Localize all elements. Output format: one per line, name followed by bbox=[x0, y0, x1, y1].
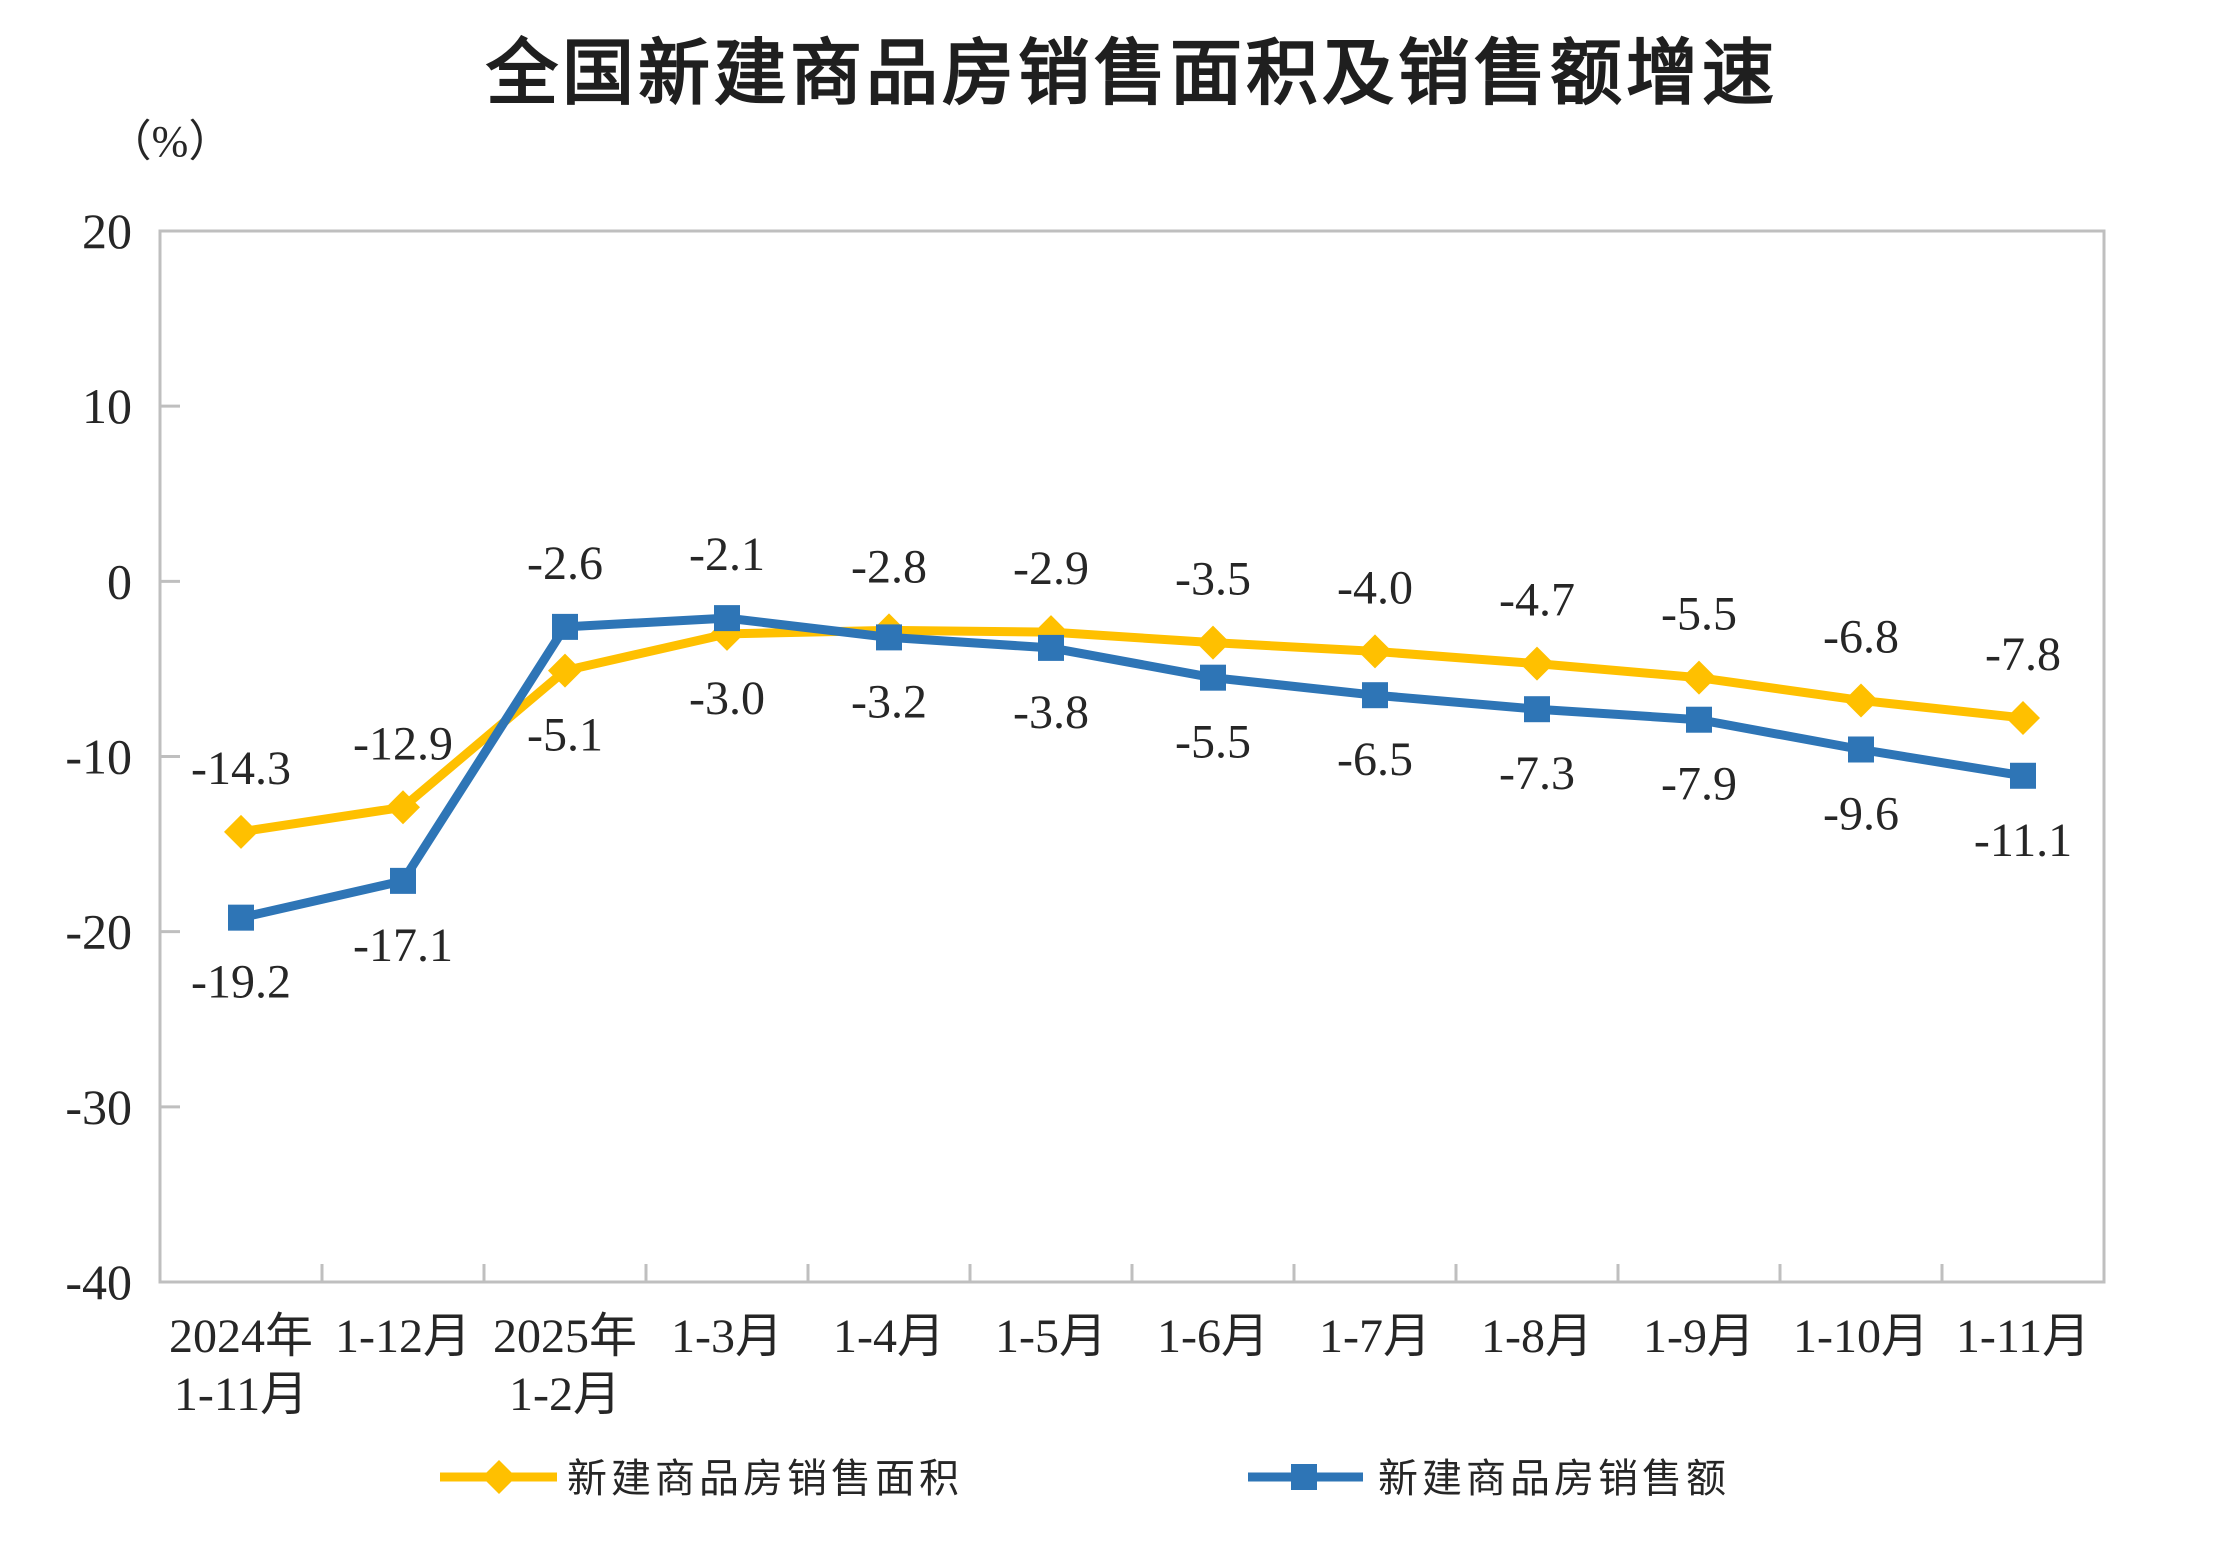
data-point-marker-square bbox=[552, 613, 578, 640]
data-point-label: -4.0 bbox=[1337, 561, 1413, 614]
legend-marker-diamond-icon bbox=[482, 1460, 516, 1494]
data-point-marker-square bbox=[876, 624, 902, 651]
data-point-marker-diamond bbox=[1358, 634, 1392, 669]
y-axis-tick-label: 20 bbox=[82, 203, 132, 259]
x-axis-category-label: 1-6月 bbox=[1157, 1310, 1269, 1363]
x-axis-category-label: 1-11月 bbox=[1956, 1310, 2090, 1363]
data-point-marker-square bbox=[1686, 706, 1712, 733]
x-axis-category-label: 1-9月 bbox=[1643, 1310, 1755, 1363]
series-line-sales-area bbox=[236, 625, 2028, 837]
x-axis-category-label: 2024年 1-11月 bbox=[169, 1310, 313, 1421]
legend-label-sales-amount: 新建商品房销售额 bbox=[1378, 1456, 1730, 1501]
legend: 新建商品房销售面积 新建商品房销售额 bbox=[440, 1456, 1730, 1501]
data-point-label: -3.0 bbox=[689, 672, 765, 725]
x-axis-category-label: 2025年 1-2月 bbox=[493, 1310, 637, 1421]
legend-item-sales-area: 新建商品房销售面积 bbox=[440, 1456, 963, 1501]
data-point-marker-diamond bbox=[2006, 700, 2040, 735]
data-point-label: -6.5 bbox=[1337, 733, 1413, 786]
data-point-label: -3.2 bbox=[851, 675, 927, 728]
x-axis-category-label: 1-8月 bbox=[1481, 1310, 1593, 1363]
data-point-label: -7.8 bbox=[1985, 628, 2061, 681]
data-point-label: -9.6 bbox=[1823, 787, 1899, 840]
data-point-marker-square bbox=[1038, 634, 1064, 661]
data-point-label: -2.6 bbox=[527, 537, 603, 590]
data-point-marker-diamond bbox=[1844, 683, 1878, 718]
data-point-marker-square bbox=[1524, 696, 1550, 723]
legend-label-sales-area: 新建商品房销售面积 bbox=[567, 1456, 963, 1501]
data-point-label: -5.1 bbox=[527, 709, 603, 762]
data-point-label: -3.8 bbox=[1013, 686, 1089, 739]
data-point-marker-square bbox=[1362, 682, 1388, 709]
data-point-label: -7.9 bbox=[1661, 758, 1737, 811]
data-point-label: -11.1 bbox=[1974, 814, 2072, 867]
data-point-label: -2.1 bbox=[689, 528, 765, 581]
y-axis-tick-label: -20 bbox=[65, 904, 132, 960]
data-point-marker-square bbox=[1200, 664, 1226, 691]
data-point-label: -7.3 bbox=[1499, 747, 1575, 800]
data-point-label: -5.5 bbox=[1175, 716, 1251, 769]
x-axis-category-label: 1-7月 bbox=[1319, 1310, 1431, 1363]
y-axis-unit-label: （%） bbox=[108, 117, 233, 166]
data-point-label: -3.5 bbox=[1175, 553, 1251, 606]
data-point-label: -2.9 bbox=[1013, 542, 1089, 595]
data-point-marker-diamond bbox=[224, 814, 258, 849]
y-axis-tick-label: -40 bbox=[65, 1254, 132, 1310]
data-point-label: -14.3 bbox=[191, 742, 291, 795]
x-axis-category-label: 1-12月 bbox=[335, 1310, 471, 1363]
data-point-label: -12.9 bbox=[353, 717, 453, 770]
series-line-sales-amount bbox=[236, 613, 2028, 923]
y-axis-tick-label: 10 bbox=[82, 378, 132, 434]
chart-title: 全国新建商品房销售面积及销售额增速 bbox=[485, 34, 1778, 114]
data-point-marker-square bbox=[2010, 762, 2036, 789]
y-axis-tick-label: -10 bbox=[65, 729, 132, 785]
legend-item-sales-amount: 新建商品房销售额 bbox=[1248, 1456, 1730, 1501]
x-axis-category-label: 1-5月 bbox=[995, 1310, 1107, 1363]
data-point-label: -17.1 bbox=[353, 919, 453, 972]
data-point-marker-square bbox=[390, 867, 416, 894]
x-axis-category-label: 1-10月 bbox=[1793, 1310, 1929, 1363]
data-point-marker-square bbox=[714, 605, 740, 632]
x-axis-category-label: 1-4月 bbox=[833, 1310, 945, 1363]
data-point-label: -19.2 bbox=[191, 956, 291, 1009]
data-point-marker-diamond bbox=[1196, 625, 1230, 660]
y-axis-tick-label: 0 bbox=[107, 553, 132, 609]
data-point-marker-diamond bbox=[1520, 646, 1554, 681]
data-point-marker-diamond bbox=[548, 653, 582, 688]
legend-marker-square-icon bbox=[1291, 1464, 1317, 1490]
y-axis-tick-label: -30 bbox=[65, 1079, 132, 1135]
data-point-marker-square bbox=[228, 904, 254, 931]
data-point-label: -4.7 bbox=[1499, 574, 1575, 627]
x-axis-category-label: 1-3月 bbox=[671, 1310, 783, 1363]
data-point-marker-square bbox=[1848, 736, 1874, 763]
data-point-marker-diamond bbox=[386, 790, 420, 825]
data-point-label: -5.5 bbox=[1661, 588, 1737, 641]
data-point-label: -2.8 bbox=[851, 540, 927, 593]
data-point-label: -6.8 bbox=[1823, 610, 1899, 663]
data-point-marker-diamond bbox=[1682, 660, 1716, 695]
plot-area: 20 10 0 -10 -20 -30 -40 2024年 1-11月 1-12月 2025年 1-2… bbox=[65, 203, 2106, 1421]
